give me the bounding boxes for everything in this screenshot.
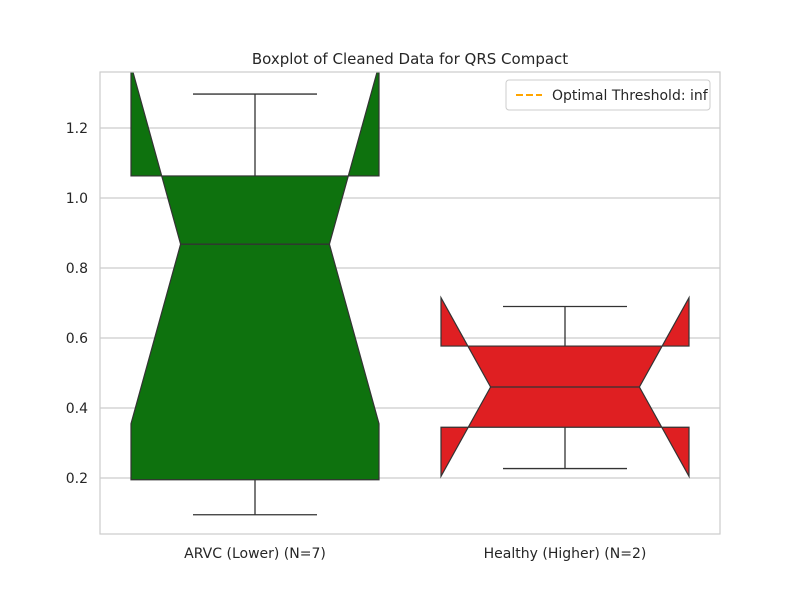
legend: Optimal Threshold: inf <box>505 79 711 111</box>
y-tick-label: 0.2 <box>66 471 88 487</box>
y-tick-label: 1.2 <box>66 121 88 137</box>
y-tick-label: 1.0 <box>66 191 88 207</box>
box-body <box>130 72 380 481</box>
y-tick-label: 0.8 <box>66 261 88 277</box>
x-axis-ticks: ARVC (Lower) (N=7) Healthy (Higher) (N=2) <box>184 546 646 562</box>
boxes <box>130 72 690 516</box>
plot-frame <box>99 71 721 535</box>
y-tick-label: 0.4 <box>66 401 88 417</box>
legend-box <box>505 79 711 111</box>
box-0 <box>130 72 380 516</box>
legend-entry-label: Optimal Threshold: inf <box>552 88 709 104</box>
x-tick-label: ARVC (Lower) (N=7) <box>184 546 326 562</box>
y-tick-label: 0.6 <box>66 331 88 347</box>
y-axis-ticks: 0.2 0.4 0.6 0.8 1.0 1.2 <box>66 121 88 487</box>
chart-title: Boxplot of Cleaned Data for QRS Compact <box>252 50 568 68</box>
box-1 <box>440 295 690 479</box>
x-tick-label: Healthy (Higher) (N=2) <box>484 546 647 562</box>
